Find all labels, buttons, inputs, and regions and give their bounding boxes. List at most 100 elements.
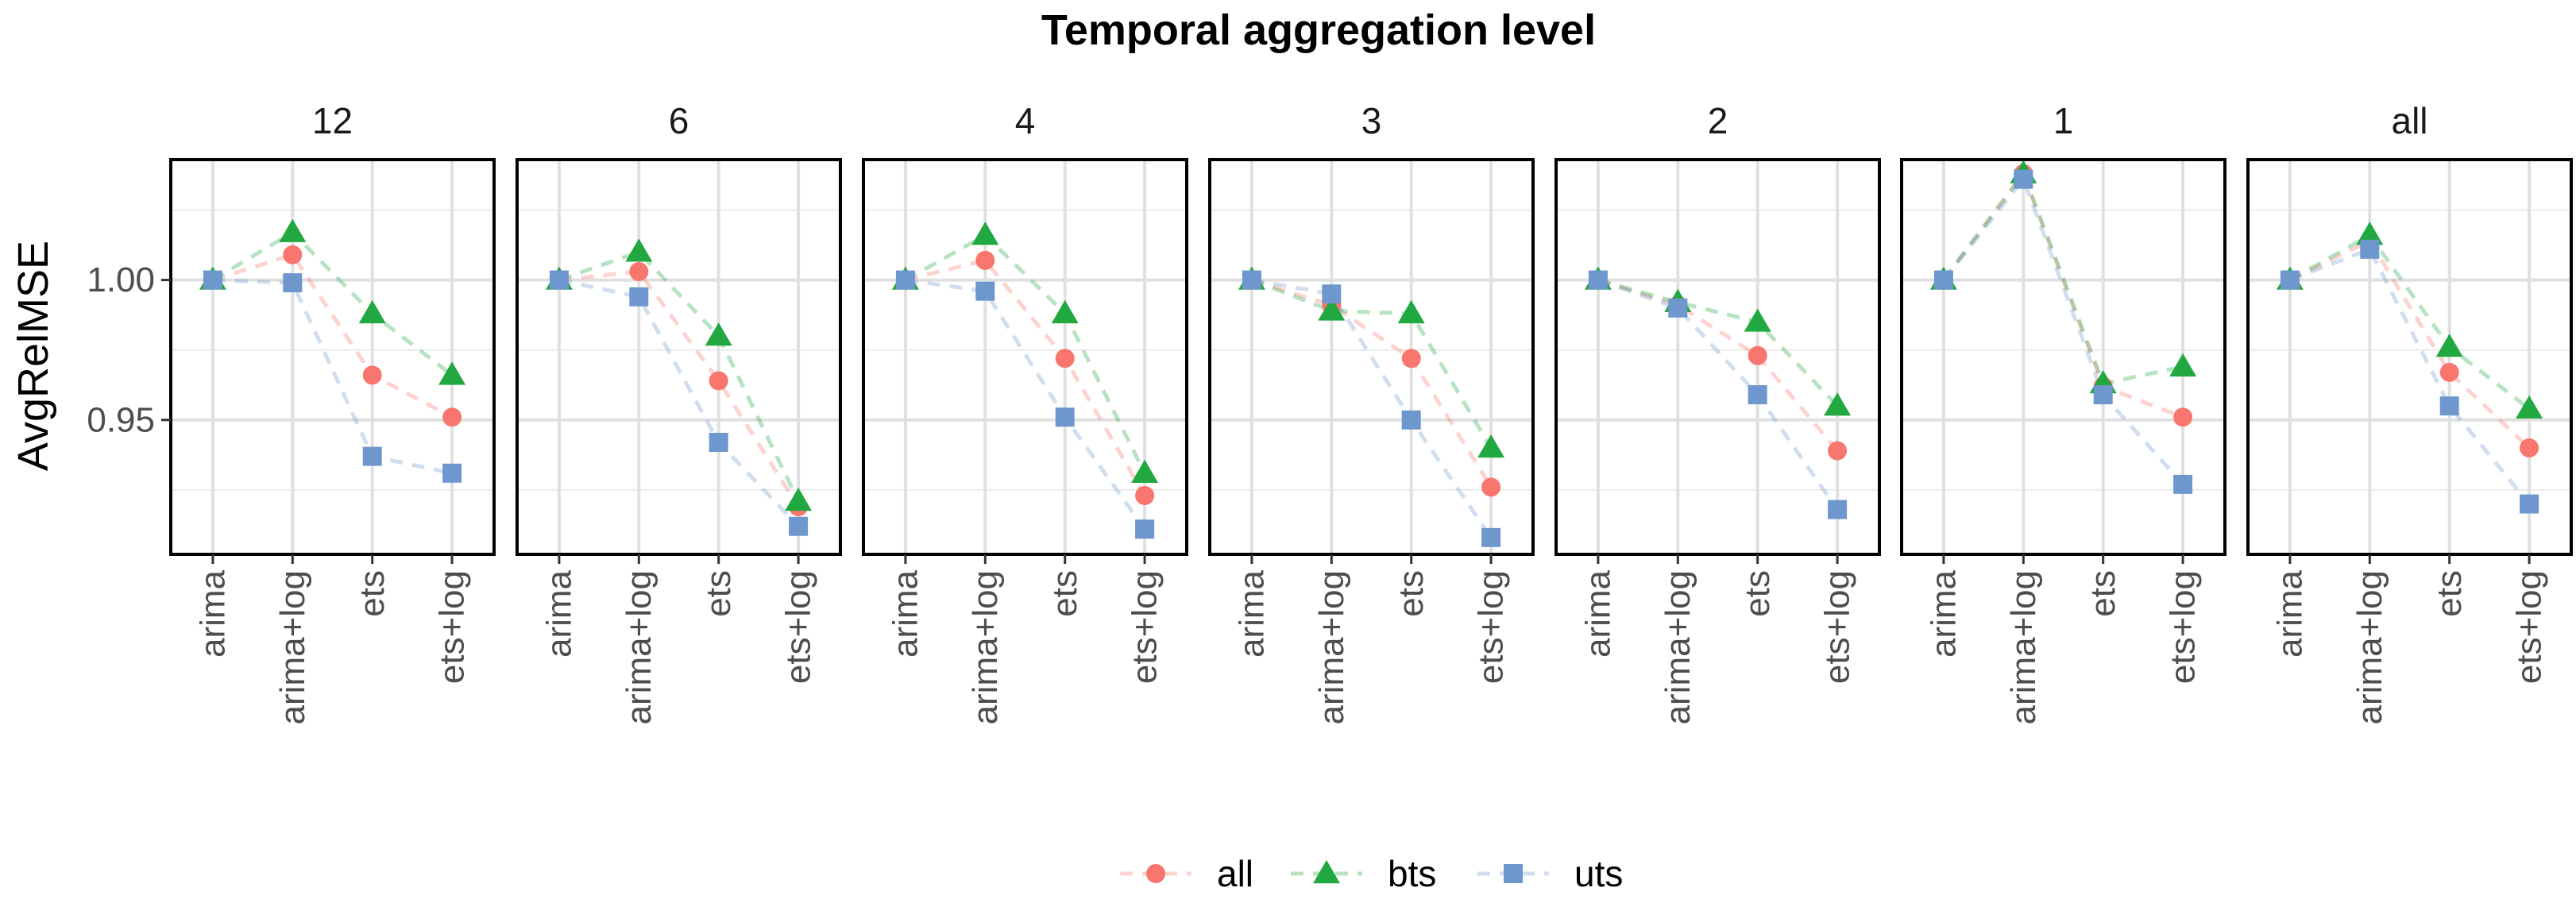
point-uts-arima+log <box>975 281 995 301</box>
point-all-ets+log <box>442 407 462 427</box>
point-uts-ets+log <box>1135 519 1155 539</box>
series-line-bts <box>2288 232 2531 411</box>
point-all-ets <box>709 371 728 391</box>
point-uts-arima+log <box>2014 169 2033 189</box>
point-bts-ets+log <box>2516 395 2543 419</box>
legend: all bts uts <box>1120 853 1623 894</box>
point-all-ets+log <box>1481 477 1501 497</box>
series-line-all <box>905 258 1147 497</box>
y-axis-label: AvgRelMSE <box>10 241 57 471</box>
x-tick-label-ets: ets <box>353 570 392 617</box>
point-uts-arima <box>1242 270 1261 290</box>
point-uts-ets <box>709 433 728 453</box>
point-uts-ets <box>1748 385 1767 405</box>
point-uts-ets+log <box>2173 474 2193 494</box>
point-bts-arima+log <box>971 222 999 245</box>
series-line-uts <box>1597 278 1840 511</box>
legend-marker-bts <box>1313 860 1340 884</box>
panel-6: 6 arima arima+log ets ets+log <box>516 100 842 724</box>
point-bts-ets <box>1744 308 1771 332</box>
point-all-ets+log <box>2173 407 2193 427</box>
x-tick-label-arima: arima <box>1924 569 1963 658</box>
x-tick-label-arima: arima <box>886 569 925 658</box>
point-bts-ets <box>1051 299 1079 324</box>
point-uts-arima+log <box>1322 284 1342 304</box>
x-tick-label-arima+log: arima+log <box>966 570 1005 724</box>
x-tick-label-arima+log: arima+log <box>620 570 658 724</box>
panel-border <box>516 158 842 556</box>
point-all-ets <box>2439 362 2459 382</box>
chart-title: Temporal aggregation level <box>1041 6 1596 54</box>
point-bts-arima+log <box>279 218 307 242</box>
legend-label-uts: uts <box>1574 853 1623 894</box>
point-uts-arima+log <box>1668 298 1688 318</box>
x-tick-label-arima+log: arima+log <box>2350 570 2389 724</box>
y-tick-label: 1.00 <box>87 260 155 299</box>
x-tick-label-ets: ets <box>1738 570 1777 617</box>
facet-label-all: all <box>2391 100 2427 141</box>
x-tick-label-ets+log: ets+log <box>2164 570 2203 684</box>
point-uts-ets <box>1401 410 1421 430</box>
series-line-bts <box>1941 169 2184 386</box>
point-uts-arima <box>1933 270 1953 290</box>
panel-2: 2 arima arima+log ets ets+log <box>1554 100 1881 724</box>
x-tick-label-arima+log: arima+log <box>273 570 312 724</box>
point-bts-ets <box>705 322 732 346</box>
series-line-all <box>1941 169 2184 419</box>
y-tick-label: 0.95 <box>87 400 155 439</box>
series-line-bts <box>904 233 1147 474</box>
legend-marker-all <box>1146 864 1165 883</box>
x-tick-label-ets+log: ets+log <box>2510 570 2549 684</box>
point-uts-ets+log <box>1828 500 1848 519</box>
facet-label-6: 6 <box>669 100 689 141</box>
point-all-ets+log <box>1135 485 1155 505</box>
legend-marker-uts <box>1504 864 1523 883</box>
series-line-uts <box>1251 278 1493 539</box>
panel-border <box>1554 158 1881 556</box>
point-uts-ets+log <box>1481 527 1501 547</box>
series-line-all <box>558 269 801 508</box>
point-uts-ets+log <box>2520 494 2539 514</box>
point-all-ets <box>1401 349 1421 368</box>
facet-label-1: 1 <box>2053 100 2074 141</box>
panel-border <box>1900 158 2226 556</box>
x-tick-label-arima: arima <box>1578 569 1617 658</box>
series-line-uts <box>212 278 453 476</box>
x-tick-label-ets: ets <box>2430 570 2469 617</box>
point-uts-arima <box>203 270 222 290</box>
x-tick-label-arima+log: arima+log <box>1312 570 1351 724</box>
point-bts-ets <box>1397 299 1425 324</box>
point-uts-arima+log <box>2360 239 2380 259</box>
x-tick-label-ets+log: ets+log <box>1818 570 1857 684</box>
facet-label-3: 3 <box>1361 100 1382 141</box>
point-bts-ets+log <box>2169 353 2197 377</box>
point-uts-arima+log <box>629 287 649 307</box>
point-bts-ets+log <box>785 488 813 511</box>
series-line-uts <box>558 278 800 528</box>
series-line-bts <box>558 249 801 503</box>
point-all-arima+log <box>283 245 303 264</box>
point-uts-arima <box>895 270 915 290</box>
point-all-ets+log <box>2520 438 2539 458</box>
x-tick-label-arima+log: arima+log <box>2004 570 2043 724</box>
panel-border <box>2246 158 2573 556</box>
point-uts-ets <box>2093 385 2113 405</box>
point-uts-arima <box>549 270 569 290</box>
point-bts-ets+log <box>438 361 466 385</box>
point-uts-arima <box>1588 270 1608 290</box>
point-all-ets <box>362 365 382 385</box>
point-all-ets <box>1748 345 1767 365</box>
panel-border <box>862 158 1188 556</box>
x-tick-label-ets: ets <box>699 570 738 617</box>
facet-label-4: 4 <box>1015 100 1036 141</box>
point-bts-ets <box>2435 334 2463 357</box>
series-line-all <box>2288 237 2531 450</box>
x-tick-label-ets+log: ets+log <box>779 570 818 684</box>
facet-label-2: 2 <box>1708 100 1728 141</box>
series-line-all <box>212 252 454 419</box>
facet-panels: 1 2 arima arima+log ets ets+log 0.95 1.00 6 arima… <box>87 100 2573 724</box>
legend-label-bts: bts <box>1388 853 1436 894</box>
x-tick-label-ets+log: ets+log <box>433 570 472 684</box>
